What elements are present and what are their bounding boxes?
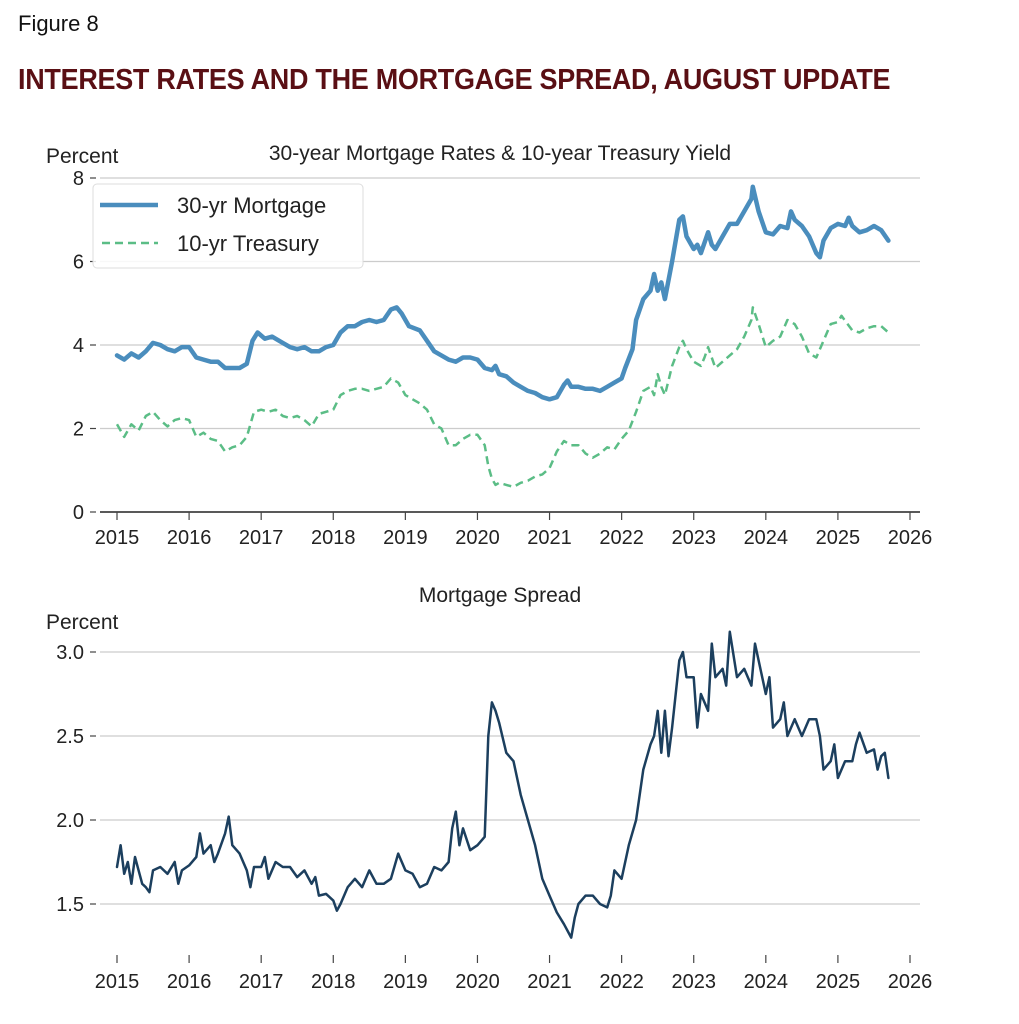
- figure-label: Figure 8: [18, 11, 99, 36]
- spread-ytick-label: 1.5: [56, 894, 84, 916]
- spread-chart-ylabel: Percent: [46, 611, 119, 634]
- rates-xtick-label: 2020: [455, 527, 500, 549]
- legend-mortgage-label: 30-yr Mortgage: [177, 193, 326, 218]
- spread-ytick-label: 2.5: [56, 726, 84, 748]
- spread-xtick-label: 2020: [455, 971, 500, 993]
- spread-chart: Mortgage Spread Percent 1.5 2.0 2.5 3.0 2015…: [46, 584, 932, 993]
- rates-ytick-label: 8: [73, 168, 84, 190]
- spread-xtick-label: 2024: [744, 971, 789, 993]
- rates-ytick-label: 4: [73, 335, 84, 357]
- spread-xtick-label: 2022: [599, 971, 644, 993]
- spread-xtick-label: 2019: [383, 971, 428, 993]
- rates-legend: 30-yr Mortgage 10-yr Treasury: [92, 183, 364, 269]
- rates-xtick-label: 2015: [95, 527, 140, 549]
- rates-xtick-label: 2025: [816, 527, 861, 549]
- legend-box: [92, 183, 364, 269]
- spread-ytick-label: 3.0: [56, 642, 84, 664]
- figure-title: INTEREST RATES AND THE MORTGAGE SPREAD, …: [18, 64, 891, 96]
- rates-xtick-label: 2024: [744, 527, 789, 549]
- rates-xtick-label: 2019: [383, 527, 428, 549]
- spread-xtick-label: 2026: [888, 971, 933, 993]
- rates-xtick-label: 2021: [527, 527, 572, 549]
- spread-xtick-label: 2025: [816, 971, 861, 993]
- rates-chart-ylabel: Percent: [46, 145, 119, 168]
- rates-xtick-label: 2026: [888, 527, 933, 549]
- rates-ytick-label: 0: [73, 502, 84, 524]
- spread-xtick-label: 2017: [239, 971, 284, 993]
- rates-xtick-label: 2022: [599, 527, 644, 549]
- rates-series-10-yr-treasury-line: [115, 306, 890, 489]
- rates-chart-title: 30-year Mortgage Rates & 10-year Treasur…: [269, 142, 731, 165]
- spread-chart-title: Mortgage Spread: [419, 584, 581, 607]
- rates-xtick-label: 2023: [671, 527, 716, 549]
- spread-series-mortgage-spread-line: [115, 630, 890, 939]
- rates-ytick-label: 2: [73, 419, 84, 441]
- rates-xtick-label: 2017: [239, 527, 284, 549]
- spread-xtick-label: 2016: [167, 971, 212, 993]
- spread-xtick-label: 2021: [527, 971, 572, 993]
- rates-xtick-label: 2016: [167, 527, 212, 549]
- spread-ytick-label: 2.0: [56, 810, 84, 832]
- rates-ytick-label: 6: [73, 252, 84, 274]
- legend-treasury-label: 10-yr Treasury: [177, 231, 319, 256]
- rates-series-30-yr-mortgage-line: [114, 184, 891, 402]
- rates-chart: 30-year Mortgage Rates & 10-year Treasur…: [46, 142, 932, 549]
- spread-xtick-label: 2023: [671, 971, 716, 993]
- spread-xtick-label: 2015: [95, 971, 140, 993]
- rates-xtick-label: 2018: [311, 527, 356, 549]
- spread-xtick-label: 2018: [311, 971, 356, 993]
